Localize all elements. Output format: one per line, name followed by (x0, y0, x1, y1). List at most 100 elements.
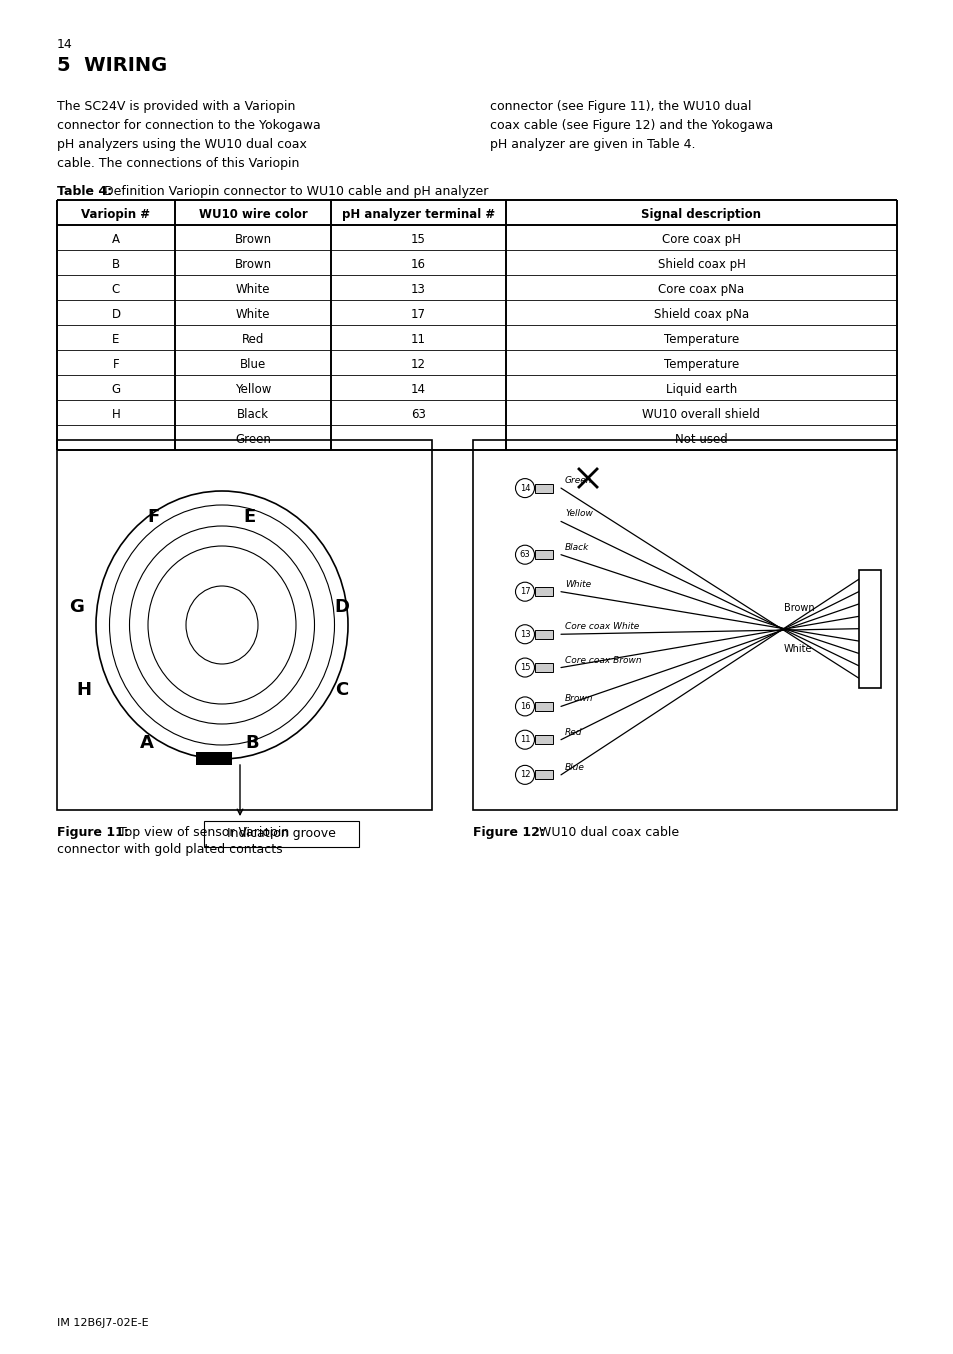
Text: 11: 11 (411, 333, 426, 347)
Text: B: B (245, 734, 258, 751)
Text: Brown: Brown (234, 233, 272, 246)
Bar (204, 821, 358, 848)
Text: Brown: Brown (234, 259, 272, 271)
Text: Brown: Brown (783, 604, 814, 613)
Bar (535, 483, 553, 493)
Circle shape (515, 697, 534, 716)
Text: Figure 12:: Figure 12: (473, 826, 544, 839)
Text: Blue: Blue (564, 762, 584, 772)
Bar (195, 751, 232, 765)
Text: 17: 17 (411, 307, 426, 321)
Text: Green: Green (234, 433, 271, 445)
Text: Core coax pNa: Core coax pNa (658, 283, 743, 297)
Text: E: E (112, 333, 119, 347)
Text: connector for connection to the Yokogawa: connector for connection to the Yokogawa (57, 119, 320, 131)
Text: Brown: Brown (564, 695, 593, 703)
Ellipse shape (96, 492, 348, 760)
Text: C: C (112, 283, 120, 297)
Text: Yellow: Yellow (234, 383, 271, 395)
Circle shape (515, 546, 534, 565)
Text: H: H (112, 408, 120, 421)
Text: H: H (76, 681, 91, 699)
Text: cable. The connections of this Variopin: cable. The connections of this Variopin (57, 157, 299, 171)
Text: White: White (235, 307, 270, 321)
Text: 12: 12 (411, 357, 426, 371)
Text: White: White (783, 645, 812, 654)
Text: 13: 13 (519, 630, 530, 639)
Text: Liquid earth: Liquid earth (665, 383, 737, 395)
Text: The SC24V is provided with a Variopin: The SC24V is provided with a Variopin (57, 100, 295, 112)
Text: WU10 dual coax cable: WU10 dual coax cable (535, 826, 679, 839)
Bar (535, 550, 553, 559)
Bar (535, 588, 553, 596)
Ellipse shape (110, 505, 335, 745)
Text: Core coax Brown: Core coax Brown (564, 655, 641, 665)
Text: E: E (244, 508, 255, 525)
Text: Table 4:: Table 4: (57, 185, 112, 198)
Text: pH analyzers using the WU10 dual coax: pH analyzers using the WU10 dual coax (57, 138, 307, 152)
Text: 13: 13 (411, 283, 425, 297)
Text: White: White (564, 580, 591, 589)
Text: pH analyzer terminal #: pH analyzer terminal # (341, 209, 495, 221)
Text: Temperature: Temperature (663, 357, 739, 371)
Text: Black: Black (236, 408, 269, 421)
Text: 16: 16 (519, 701, 530, 711)
Circle shape (515, 765, 534, 784)
Bar (535, 663, 553, 672)
Text: A: A (140, 734, 153, 751)
Text: connector with gold plated contacts: connector with gold plated contacts (57, 844, 282, 856)
Ellipse shape (130, 525, 314, 724)
Text: G: G (112, 383, 120, 395)
Circle shape (515, 730, 534, 749)
Text: Core coax pH: Core coax pH (661, 233, 740, 246)
Text: F: F (112, 357, 119, 371)
Text: 15: 15 (411, 233, 425, 246)
Circle shape (515, 478, 534, 498)
Text: Black: Black (564, 543, 589, 551)
Text: Indication groove: Indication groove (227, 827, 335, 841)
Text: 63: 63 (411, 408, 425, 421)
Text: 15: 15 (519, 663, 530, 672)
Bar (473, 440, 896, 810)
Text: Shield coax pH: Shield coax pH (657, 259, 744, 271)
Text: D: D (335, 598, 349, 616)
Text: Red: Red (241, 333, 264, 347)
Bar (535, 630, 553, 639)
Circle shape (515, 582, 534, 601)
Text: WU10 overall shield: WU10 overall shield (641, 408, 760, 421)
Text: pH analyzer are given in Table 4.: pH analyzer are given in Table 4. (490, 138, 695, 152)
Bar (535, 701, 553, 711)
Ellipse shape (186, 586, 257, 663)
Ellipse shape (148, 546, 295, 704)
Bar (535, 735, 553, 745)
Text: 63: 63 (519, 550, 530, 559)
Text: 14: 14 (411, 383, 426, 395)
Bar (858, 570, 880, 688)
Text: Top view of sensor Variopin: Top view of sensor Variopin (115, 826, 289, 839)
Circle shape (515, 658, 534, 677)
Text: Temperature: Temperature (663, 333, 739, 347)
Circle shape (515, 624, 534, 643)
Text: coax cable (see Figure 12) and the Yokogawa: coax cable (see Figure 12) and the Yokog… (490, 119, 773, 131)
Text: 17: 17 (519, 588, 530, 596)
Text: Red: Red (564, 727, 582, 737)
Text: 16: 16 (411, 259, 426, 271)
Text: Green: Green (564, 477, 592, 485)
Text: Definition Variopin connector to WU10 cable and pH analyzer: Definition Variopin connector to WU10 ca… (100, 185, 488, 198)
Text: Signal description: Signal description (640, 209, 760, 221)
Text: Blue: Blue (239, 357, 266, 371)
Text: Figure 11:: Figure 11: (57, 826, 129, 839)
Text: Shield coax pNa: Shield coax pNa (653, 307, 748, 321)
Text: 5  WIRING: 5 WIRING (57, 56, 167, 74)
Text: Variopin #: Variopin # (81, 209, 151, 221)
Text: B: B (112, 259, 120, 271)
Text: 11: 11 (519, 735, 530, 745)
Text: Core coax White: Core coax White (564, 623, 639, 631)
Bar (535, 770, 553, 780)
Text: WU10 wire color: WU10 wire color (198, 209, 307, 221)
Text: D: D (112, 307, 120, 321)
Text: 14: 14 (57, 38, 72, 51)
Text: 12: 12 (519, 770, 530, 780)
Text: C: C (335, 681, 348, 699)
Text: A: A (112, 233, 120, 246)
